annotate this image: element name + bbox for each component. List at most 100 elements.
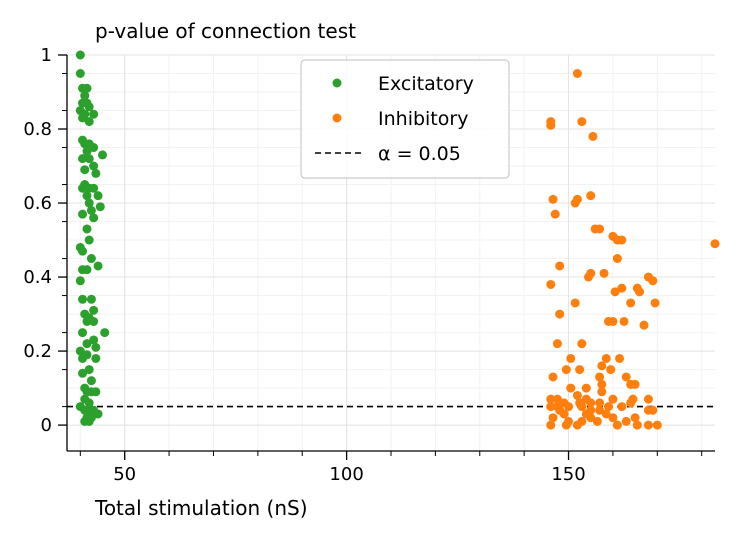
- inhibitory-point: [586, 398, 596, 408]
- inhibitory-point: [548, 194, 558, 204]
- inhibitory-point: [592, 416, 602, 426]
- x-tick-label: 150: [551, 464, 585, 485]
- x-tick-label: 100: [329, 464, 363, 485]
- inhibitory-point: [621, 372, 631, 382]
- y-tick-label: 0.6: [23, 193, 52, 214]
- inhibitory-point: [546, 394, 556, 404]
- excitatory-point: [82, 146, 92, 156]
- inhibitory-point: [615, 353, 625, 363]
- excitatory-point: [91, 387, 101, 397]
- inhibitory-point: [599, 268, 609, 278]
- legend-marker-excitatory: [332, 78, 342, 88]
- excitatory-point: [78, 154, 88, 164]
- excitatory-point: [78, 294, 88, 304]
- excitatory-point: [78, 209, 88, 219]
- excitatory-point: [89, 143, 99, 153]
- inhibitory-point: [630, 379, 640, 389]
- inhibitory-point: [626, 298, 636, 308]
- inhibitory-point: [570, 298, 580, 308]
- data-points: [67, 50, 720, 430]
- inhibitory-point: [555, 309, 565, 319]
- excitatory-point: [78, 328, 88, 338]
- inhibitory-point: [572, 420, 582, 430]
- excitatory-point: [93, 191, 103, 201]
- excitatory-point: [82, 191, 92, 201]
- inhibitory-point: [575, 365, 585, 375]
- inhibitory-point: [546, 279, 556, 289]
- excitatory-point: [89, 161, 99, 171]
- inhibitory-point: [595, 372, 605, 382]
- excitatory-point: [75, 346, 85, 356]
- excitatory-point: [89, 109, 99, 119]
- inhibitory-point: [564, 402, 574, 412]
- inhibitory-point: [626, 398, 636, 408]
- inhibitory-point: [648, 405, 658, 415]
- inhibitory-point: [612, 254, 622, 264]
- excitatory-point: [93, 409, 103, 419]
- inhibitory-point: [608, 316, 618, 326]
- excitatory-point: [78, 368, 88, 378]
- excitatory-point: [89, 316, 99, 326]
- inhibitory-point: [617, 283, 627, 293]
- inhibitory-point: [608, 413, 618, 423]
- excitatory-point: [82, 83, 92, 93]
- inhibitory-point: [546, 402, 556, 412]
- inhibitory-point: [597, 387, 607, 397]
- excitatory-point: [84, 154, 94, 164]
- chart-title: p-value of connection test: [95, 19, 356, 43]
- inhibitory-point: [572, 69, 582, 79]
- inhibitory-point: [546, 420, 556, 430]
- x-axis-label: Total stimulation (nS): [94, 496, 308, 520]
- inhibitory-point: [619, 316, 629, 326]
- inhibitory-point: [577, 117, 587, 127]
- inhibitory-point: [550, 209, 560, 219]
- excitatory-point: [91, 342, 101, 352]
- inhibitory-point: [588, 131, 598, 141]
- y-tick-label: 0.2: [23, 341, 52, 362]
- inhibitory-point: [570, 198, 580, 208]
- excitatory-point: [84, 235, 94, 245]
- inhibitory-point: [559, 409, 569, 419]
- inhibitory-point: [635, 287, 645, 297]
- legend-marker-inhibitory: [332, 113, 342, 123]
- inhibitory-point: [586, 413, 596, 423]
- inhibitory-point: [572, 390, 582, 400]
- inhibitory-point: [603, 402, 613, 412]
- inhibitory-point: [561, 420, 571, 430]
- inhibitory-point: [652, 420, 662, 430]
- excitatory-point: [95, 202, 105, 212]
- excitatory-point: [86, 376, 96, 386]
- legend-label--0-05: α = 0.05: [378, 143, 461, 165]
- excitatory-point: [78, 183, 88, 193]
- excitatory-point: [75, 69, 85, 79]
- inhibitory-point: [577, 402, 587, 412]
- inhibitory-point: [639, 320, 649, 330]
- excitatory-point: [78, 246, 88, 256]
- inhibitory-point: [601, 353, 611, 363]
- excitatory-point: [82, 339, 92, 349]
- y-tick-label: 0: [41, 415, 52, 436]
- excitatory-point: [100, 328, 110, 338]
- excitatory-point: [84, 198, 94, 208]
- inhibitory-point: [617, 235, 627, 245]
- inhibitory-point: [597, 379, 607, 389]
- excitatory-point: [93, 261, 103, 271]
- inhibitory-point: [632, 420, 642, 430]
- excitatory-point: [84, 102, 94, 112]
- inhibitory-point: [555, 261, 565, 271]
- inhibitory-point: [552, 339, 562, 349]
- inhibitory-point: [595, 224, 605, 234]
- inhibitory-point: [586, 191, 596, 201]
- excitatory-point: [82, 316, 92, 326]
- inhibitory-point: [546, 120, 556, 130]
- excitatory-point: [89, 335, 99, 345]
- y-tick-label: 0.4: [23, 267, 52, 288]
- inhibitory-point: [630, 413, 640, 423]
- inhibitory-point: [577, 339, 587, 349]
- excitatory-point: [89, 183, 99, 193]
- excitatory-point: [89, 305, 99, 315]
- y-tick-label: 1: [41, 45, 52, 66]
- excitatory-point: [75, 276, 85, 286]
